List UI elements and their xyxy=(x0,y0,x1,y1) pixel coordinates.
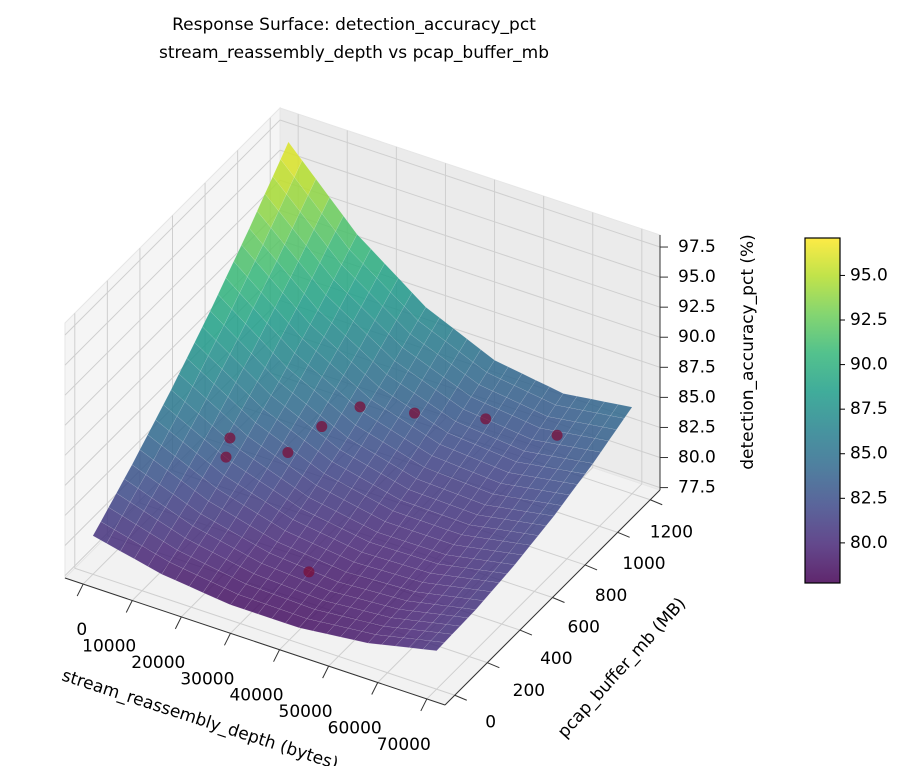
chart-title: Response Surface: detection_accuracy_pct xyxy=(172,15,536,35)
y-tick-label: 800 xyxy=(595,586,627,606)
tick-mark xyxy=(371,682,379,695)
colorbar-tick-label: 87.5 xyxy=(850,399,888,419)
tick-mark xyxy=(125,600,133,613)
data-point xyxy=(409,407,421,419)
tick-mark xyxy=(273,649,280,662)
surface-patch xyxy=(484,571,508,583)
y-tick-label: 1200 xyxy=(650,523,693,543)
z-tick-label: 87.5 xyxy=(678,357,716,377)
surface-patch xyxy=(492,562,516,575)
z-tick-label: 80.0 xyxy=(678,448,716,468)
tick-mark xyxy=(224,633,231,646)
y-tick-label: 1000 xyxy=(622,554,665,574)
grid-line xyxy=(279,149,661,278)
z-tick-label: 97.5 xyxy=(678,237,716,257)
surface-patch xyxy=(453,607,477,619)
colorbar-tick-label: 85.0 xyxy=(850,444,888,464)
z-tick-label: 77.5 xyxy=(678,478,716,498)
colorbar-tick-label: 82.5 xyxy=(850,488,888,508)
points xyxy=(220,401,563,578)
surface-patch xyxy=(422,640,445,651)
z-tick-label: 85.0 xyxy=(678,387,716,407)
y-tick-label: 0 xyxy=(485,713,496,733)
x-tick-label: 50000 xyxy=(279,702,333,722)
surface-patch xyxy=(508,542,531,556)
x-tick-label: 0 xyxy=(76,620,87,640)
surface-patch xyxy=(610,404,633,419)
axes: 0100002000030000400005000060000700000200… xyxy=(64,235,716,755)
colorbar-tick-label: 92.5 xyxy=(850,310,888,330)
colorbar-tick-label: 95.0 xyxy=(850,265,888,285)
tick-mark xyxy=(454,694,467,701)
colorbar-tick-label: 90.0 xyxy=(850,355,888,375)
grid-line xyxy=(74,567,455,696)
y-tick-label: 400 xyxy=(540,649,572,669)
surface-patch xyxy=(531,513,555,527)
data-point xyxy=(316,421,328,433)
surface-patch xyxy=(430,632,453,643)
tick-mark xyxy=(174,616,182,630)
x-tick-label: 40000 xyxy=(229,686,283,706)
surface-patch xyxy=(524,523,547,536)
z-axis-label: detection_accuracy_pct (%) xyxy=(738,234,758,470)
z-tick-label: 92.5 xyxy=(678,297,716,317)
data-point xyxy=(220,451,232,463)
tick-mark xyxy=(420,698,428,712)
tick-mark xyxy=(584,564,598,571)
tick-mark xyxy=(552,597,565,603)
x-tick-label: 10000 xyxy=(82,636,136,656)
data-point xyxy=(282,447,294,459)
x-tick-label: 60000 xyxy=(328,719,382,739)
tick-mark xyxy=(519,629,533,636)
x-axis-line xyxy=(64,577,446,706)
surface-patch xyxy=(563,471,586,485)
surface-patch xyxy=(500,552,524,566)
x-tick-label: 70000 xyxy=(377,735,431,755)
tick-mark xyxy=(322,665,330,679)
grid-line xyxy=(64,119,281,336)
surface-patch xyxy=(578,449,602,464)
surface-patch xyxy=(516,533,539,546)
chart-subtitle: stream_reassembly_depth vs pcap_buffer_m… xyxy=(159,43,549,63)
grid-line xyxy=(64,149,281,366)
data-point xyxy=(480,413,492,425)
x-tick-label: 20000 xyxy=(131,653,185,673)
surface-patch xyxy=(586,438,610,453)
tick-mark xyxy=(650,499,663,506)
colorbar: 80.0 82.5 85.0 87.5 90.0 92.5 95.0 xyxy=(804,237,888,584)
colorbar-fill xyxy=(804,237,841,584)
tick-mark xyxy=(76,583,84,597)
data-point xyxy=(303,566,315,578)
surface-patch xyxy=(555,481,578,496)
surface-patch xyxy=(594,426,617,442)
y-axis-label: pcap_buffer_mb (MB) xyxy=(554,594,690,742)
tick-mark xyxy=(487,662,500,669)
data-point xyxy=(354,401,366,413)
data-point xyxy=(224,432,236,444)
grid-line xyxy=(279,119,661,248)
data-point xyxy=(551,429,563,441)
colorbar-tick-label: 80.0 xyxy=(850,533,888,553)
grid-line xyxy=(64,179,281,396)
tick-mark xyxy=(617,531,630,538)
x-tick-label: 30000 xyxy=(180,669,234,689)
surface xyxy=(92,141,633,651)
z-tick-label: 82.5 xyxy=(678,417,716,437)
z-tick-label: 90.0 xyxy=(678,327,716,347)
grid-line xyxy=(279,179,661,308)
z-tick-label: 95.0 xyxy=(678,267,716,287)
y-axis-line xyxy=(444,489,661,706)
y-tick-label: 200 xyxy=(513,681,545,701)
y-tick-label: 600 xyxy=(568,618,600,638)
